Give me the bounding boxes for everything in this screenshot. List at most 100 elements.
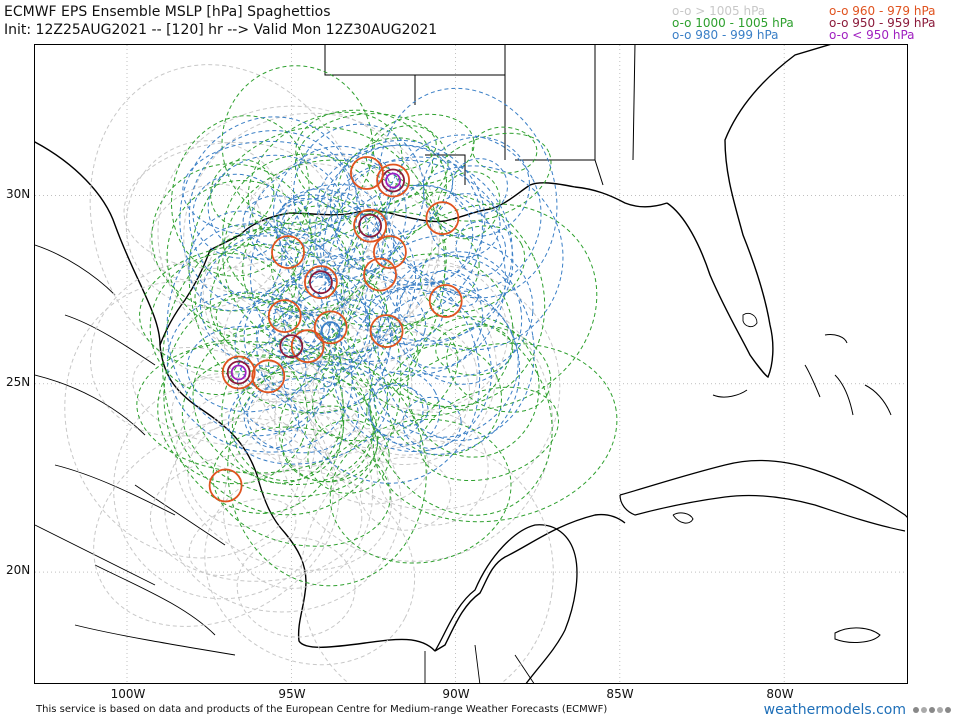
ensemble-isobar <box>419 386 559 482</box>
low-pressure-center <box>320 321 341 342</box>
ensemble-isobar <box>420 225 526 313</box>
ensemble-isobar <box>221 339 344 484</box>
ensemble-isobar <box>359 456 452 531</box>
lat-label-25n: 25N <box>6 375 31 389</box>
ensemble-isobar <box>249 198 399 366</box>
ensemble-isobar <box>300 298 381 371</box>
ensemble-isobar <box>307 419 390 494</box>
ensemble-isobar <box>376 184 474 286</box>
low-pressure-center <box>267 299 302 334</box>
gulf-coastline <box>35 141 626 652</box>
ensemble-isobar <box>386 134 542 292</box>
yucatan-peninsula <box>434 524 578 683</box>
ensemble-isobar <box>436 171 501 240</box>
ensemble-isobar <box>311 321 478 450</box>
ensemble-isobar <box>210 159 275 227</box>
ensemble-isobar <box>295 109 434 206</box>
mexico-state-lines <box>35 244 236 656</box>
ensemble-isobar <box>166 291 353 453</box>
lat-label-20n: 20N <box>6 563 31 577</box>
ensemble-centers <box>208 156 463 503</box>
graticule <box>35 45 907 683</box>
low-pressure-center <box>381 168 406 193</box>
coastlines <box>35 45 907 683</box>
ensemble-isobar <box>350 281 521 455</box>
ensemble-isobar <box>215 292 331 378</box>
ensemble-isobar <box>368 382 424 438</box>
ensemble-isobar <box>268 313 331 354</box>
ensemble-isobar <box>171 115 310 277</box>
ensemble-isobar <box>273 269 369 380</box>
ensemble-isobar <box>398 251 523 385</box>
ensemble-isobar <box>319 159 514 342</box>
ensemble-isobar <box>149 183 262 282</box>
ensemble-isobar <box>336 205 395 272</box>
low-pressure-center <box>363 257 397 292</box>
ensemble-isobar <box>455 221 507 276</box>
ensemble-isobar <box>378 87 558 299</box>
ensemble-isobar <box>364 234 534 378</box>
ensemble-isobar <box>227 356 427 587</box>
ensemble-isobar <box>435 323 514 376</box>
chart-title: ECMWF EPS Ensemble MSLP [hPa] Spaghettio… <box>4 4 331 20</box>
ensemble-isobar <box>204 469 416 666</box>
ensemble-isobar <box>372 342 618 523</box>
ensemble-isobar <box>298 213 417 353</box>
low-pressure-center <box>290 329 325 364</box>
ensemble-isobar <box>471 126 538 174</box>
low-pressure-center <box>428 284 463 318</box>
ensemble-isobar <box>373 384 429 427</box>
lon-label-95w: 95W <box>278 687 306 701</box>
ensemble-isobar <box>368 290 519 438</box>
ensemble-isobar <box>89 64 369 386</box>
ensemble-isobar <box>329 139 486 286</box>
texas-louisiana-coast <box>209 182 668 251</box>
ensemble-isobar <box>199 232 345 367</box>
low-pressure-center <box>221 355 256 390</box>
lon-label-100w: 100W <box>110 687 146 701</box>
ensemble-isobar <box>314 144 483 319</box>
ensemble-isobar <box>323 156 513 346</box>
low-pressure-center <box>353 208 388 243</box>
ensemble-isobar <box>217 229 299 298</box>
ensemble-isobar <box>222 412 374 589</box>
ensemble-isobar <box>227 361 389 465</box>
ensemble-isobar <box>186 325 307 413</box>
low-pressure-center <box>230 364 247 381</box>
ensemble-isobar <box>340 191 546 408</box>
ensemble-isobar <box>377 255 535 441</box>
ensemble-isobar <box>422 136 530 238</box>
cuba <box>619 459 907 532</box>
ensemble-isobar <box>149 453 363 582</box>
ensemble-isobar <box>236 537 356 638</box>
ensemble-isobar <box>272 260 418 365</box>
low-pressure-center <box>376 163 411 198</box>
low-pressure-center <box>308 270 333 295</box>
ensemble-isobar <box>364 286 444 345</box>
chart-subtitle: Init: 12Z25AUG2021 -- [120] hr --> Valid… <box>4 22 438 38</box>
ensemble-isobar <box>304 264 561 511</box>
ensemble-isobar <box>274 284 554 562</box>
ensemble-isobar <box>268 330 342 404</box>
ensemble-isobar <box>164 398 402 613</box>
ensemble-isobar <box>247 377 359 454</box>
ensemble-isobar <box>64 281 317 559</box>
ensemble-isobar <box>257 307 413 455</box>
low-pressure-center <box>425 201 460 236</box>
ensemble-isobar <box>157 105 433 365</box>
ensemble-isobar <box>171 372 315 475</box>
ensemble-isobar <box>139 243 351 373</box>
florida-keys <box>712 389 748 398</box>
weathermodels-logo-icon <box>913 707 951 713</box>
ensemble-contours <box>64 64 618 683</box>
us-state-lines <box>324 45 636 186</box>
brand-link[interactable]: weathermodels.com <box>763 702 906 718</box>
ensemble-isobar <box>221 65 374 225</box>
ensemble-isobar <box>132 346 293 446</box>
bahamas <box>804 334 892 416</box>
ensemble-isobar <box>300 440 554 683</box>
low-pressure-center <box>226 360 251 385</box>
isle-of-youth <box>672 512 694 524</box>
ensemble-isobar <box>163 297 345 514</box>
attribution-text: This service is based on data and produc… <box>36 704 608 715</box>
